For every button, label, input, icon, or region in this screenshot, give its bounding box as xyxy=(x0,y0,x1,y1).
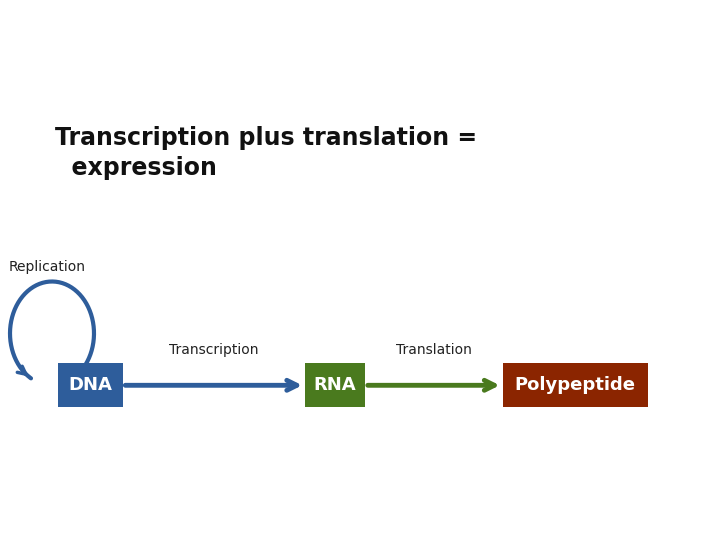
Text: Transcription: Transcription xyxy=(169,343,258,357)
Text: expression: expression xyxy=(55,156,217,180)
Text: DNA: DNA xyxy=(68,376,112,394)
FancyBboxPatch shape xyxy=(58,363,122,407)
FancyBboxPatch shape xyxy=(305,363,365,407)
Text: Transcription plus translation =: Transcription plus translation = xyxy=(55,126,477,150)
FancyBboxPatch shape xyxy=(503,363,647,407)
Text: RNA: RNA xyxy=(314,376,356,394)
Text: 4.1 What Are the Chemical Structures and Functions of Nucleic
Acids?: 4.1 What Are the Chemical Structures and… xyxy=(13,17,584,53)
Text: Replication: Replication xyxy=(9,260,86,274)
Text: Translation: Translation xyxy=(396,343,472,357)
Text: Polypeptide: Polypeptide xyxy=(515,376,636,394)
